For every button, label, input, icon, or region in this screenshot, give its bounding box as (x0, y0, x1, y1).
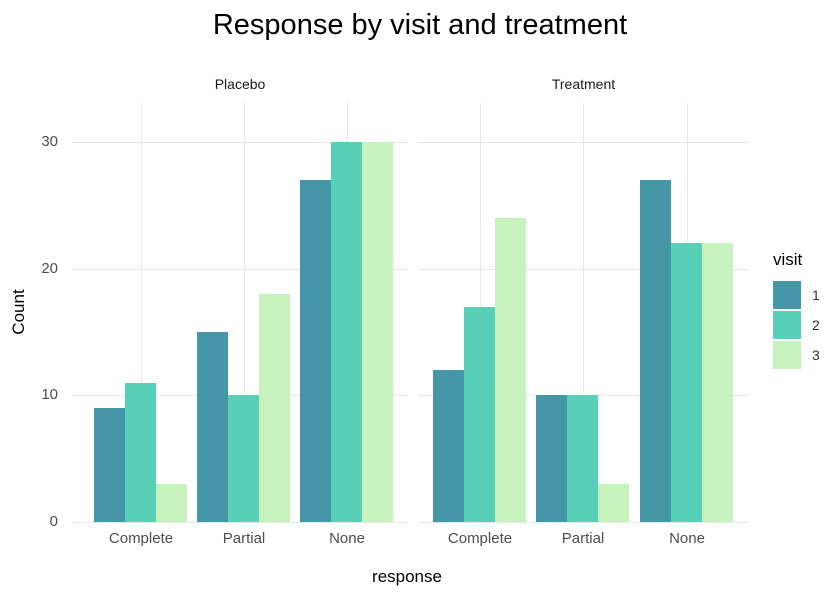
gridline-vertical (141, 103, 142, 522)
bar-placebo-none-visit1 (300, 179, 331, 522)
y-tick-label: 0 (49, 513, 58, 530)
x-tick-label: None (669, 530, 705, 547)
bar-treatment-complete-visit3 (495, 217, 526, 522)
bar-placebo-partial-visit3 (259, 293, 290, 522)
y-tick-label: 30 (41, 132, 58, 150)
legend-label-visit3: 3 (812, 347, 820, 363)
facet-strip-treatment: Treatment (551, 76, 616, 92)
x-tick-label: Complete (447, 530, 513, 547)
x-tick-label: Partial (222, 530, 266, 547)
chart-title: Response by visit and treatment (212, 9, 628, 41)
y-tick-label: 20 (41, 259, 58, 277)
bar-treatment-partial-visit2 (567, 395, 598, 522)
gridline-horizontal (72, 141, 408, 143)
bar-placebo-complete-visit3 (156, 483, 187, 522)
legend-swatch-visit1 (773, 281, 801, 309)
gridline-vertical (244, 103, 245, 522)
x-tick-label: Partial (561, 530, 605, 547)
bar-treatment-partial-visit1 (536, 395, 567, 522)
bar-treatment-complete-visit2 (464, 306, 495, 522)
bar-placebo-none-visit3 (362, 141, 393, 522)
bar-placebo-partial-visit2 (228, 395, 259, 522)
bar-treatment-complete-visit1 (433, 369, 464, 522)
legend-label-visit2: 2 (812, 317, 820, 333)
gridline-horizontal (72, 522, 408, 523)
bar-treatment-partial-visit3 (598, 483, 629, 522)
y-tick-label: 10 (41, 386, 58, 404)
facet-strip-placebo: Placebo (214, 76, 266, 92)
x-axis-title: response (372, 567, 442, 586)
bar-treatment-none-visit3 (702, 243, 733, 522)
bar-placebo-complete-visit2 (125, 382, 156, 522)
bar-treatment-none-visit2 (671, 243, 702, 522)
legend-label-visit1: 1 (812, 287, 820, 303)
bar-placebo-partial-visit1 (197, 331, 228, 522)
x-tick-label: None (329, 530, 365, 547)
legend-swatch-visit2 (773, 311, 801, 339)
gridline-horizontal (418, 522, 749, 523)
legend-title: visit (773, 250, 803, 269)
bar-placebo-none-visit2 (331, 141, 362, 522)
legend-swatch-visit3 (773, 341, 801, 369)
bar-treatment-none-visit1 (640, 179, 671, 522)
x-tick-label: Complete (108, 530, 174, 547)
gridline-horizontal (72, 268, 408, 270)
gridline-vertical (583, 103, 584, 522)
bar-placebo-complete-visit1 (94, 407, 125, 522)
